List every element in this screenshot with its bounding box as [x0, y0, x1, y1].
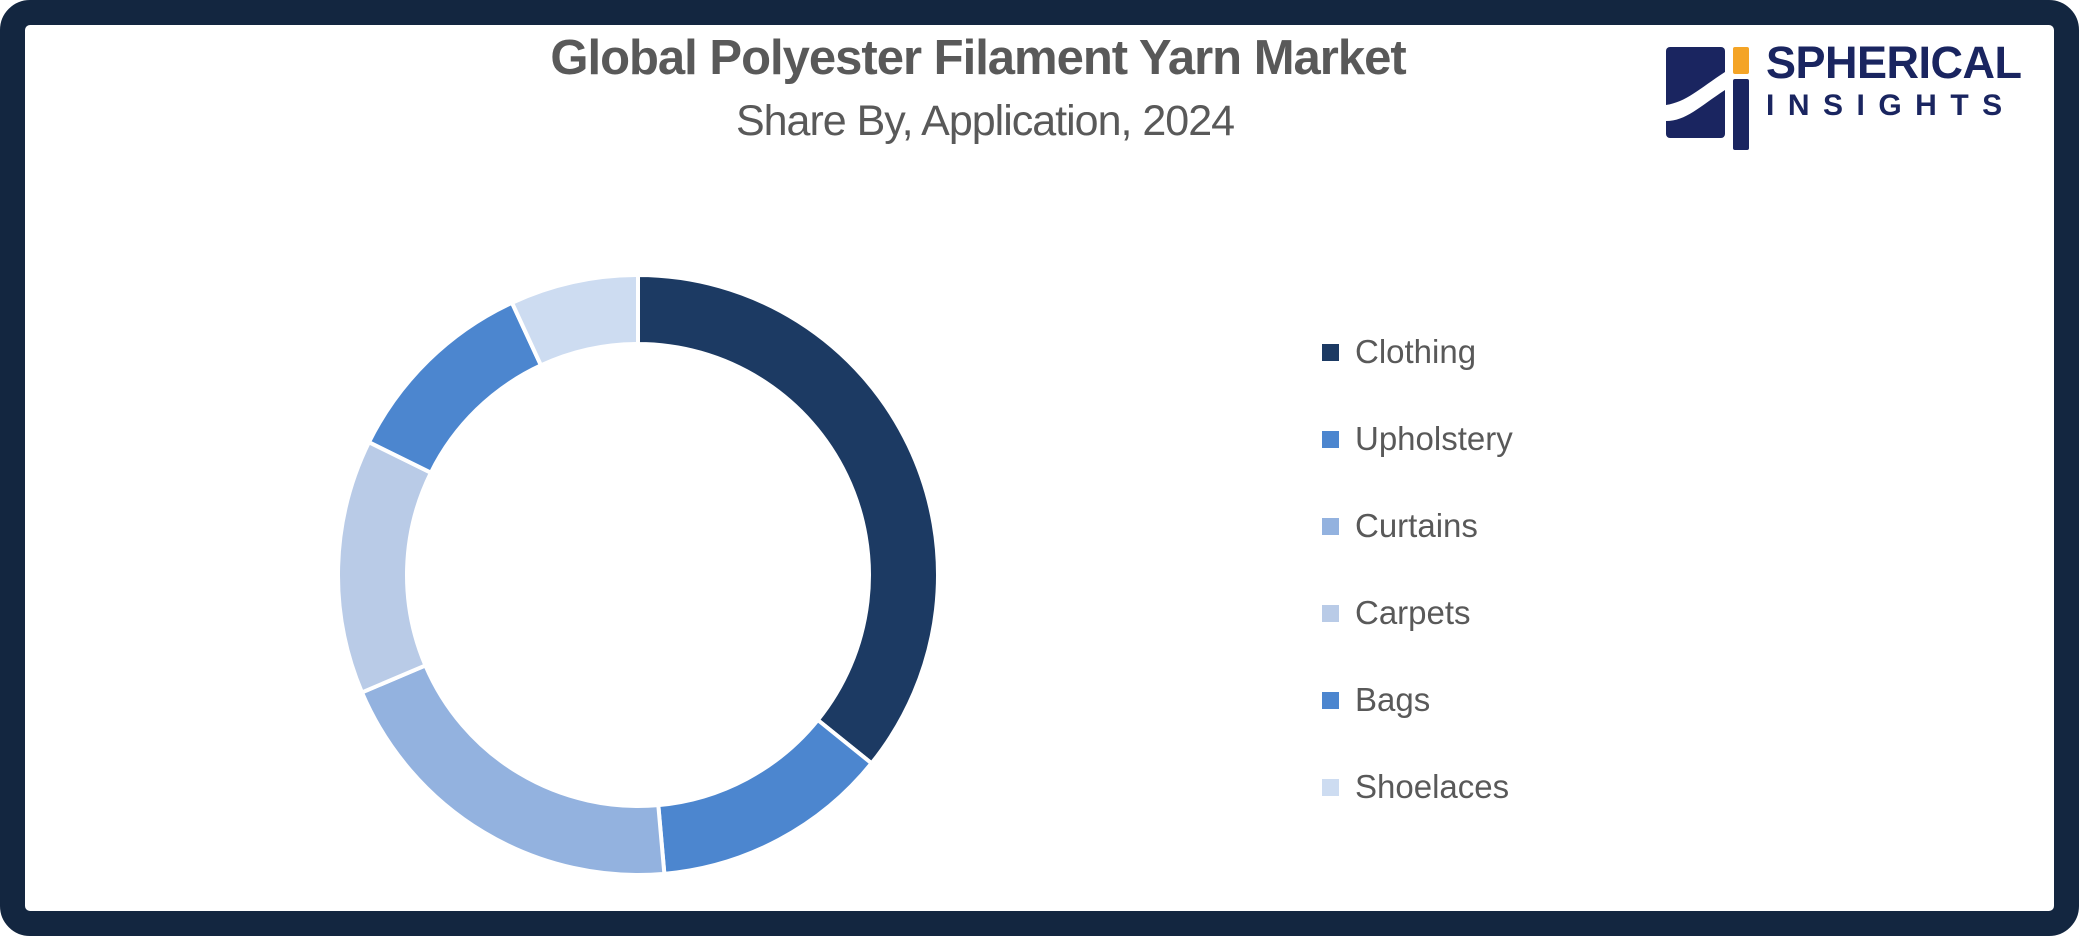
- chart-title: Global Polyester Filament Yarn Market: [550, 31, 1406, 85]
- legend-label: Carpets: [1355, 593, 1471, 631]
- legend-label: Upholstery: [1355, 419, 1513, 457]
- legend-marker-icon: [1322, 778, 1339, 796]
- brand-name-secondary: INSIGHTS: [1766, 89, 2016, 122]
- donut-segment-carpets: [336, 439, 434, 696]
- chart-legend: Clothing Upholstery Curtains Carpets Bags Sho…: [1322, 332, 1513, 805]
- donut-segment-upholstery: [656, 717, 875, 877]
- donut-segment-clothing: [636, 272, 940, 767]
- legend-item-curtains: Curtains: [1322, 506, 1513, 544]
- spherical-insights-logo-icon: [1666, 47, 1749, 150]
- chart-subtitle: Share By, Application, 2024: [735, 97, 1235, 145]
- legend-marker-icon: [1322, 343, 1339, 361]
- legend-label: Shoelaces: [1355, 767, 1510, 805]
- legend-marker-icon: [1322, 430, 1339, 448]
- legend-marker-icon: [1322, 604, 1339, 622]
- legend-item-clothing: Clothing: [1322, 332, 1513, 370]
- brand-name-primary: SPHERICAL: [1766, 37, 2022, 88]
- donut-segment-shoelaces: [509, 272, 640, 369]
- brand-logo: SPHERICAL INSIGHTS: [1666, 40, 2022, 150]
- legend-marker-icon: [1322, 691, 1339, 709]
- donut-segment-curtains: [359, 662, 667, 877]
- legend-label: Bags: [1355, 680, 1431, 718]
- donut-segment-bags: [366, 300, 544, 476]
- legend-item-upholstery: Upholstery: [1322, 419, 1513, 457]
- legend-label: Clothing: [1355, 332, 1477, 370]
- legend-marker-icon: [1322, 517, 1339, 535]
- legend-item-carpets: Carpets: [1322, 593, 1513, 631]
- legend-label: Curtains: [1355, 506, 1478, 544]
- legend-item-bags: Bags: [1322, 680, 1513, 718]
- legend-item-shoelaces: Shoelaces: [1322, 767, 1513, 805]
- donut-chart: [336, 272, 940, 877]
- brand-wordmark: SPHERICAL INSIGHTS: [1766, 40, 2022, 121]
